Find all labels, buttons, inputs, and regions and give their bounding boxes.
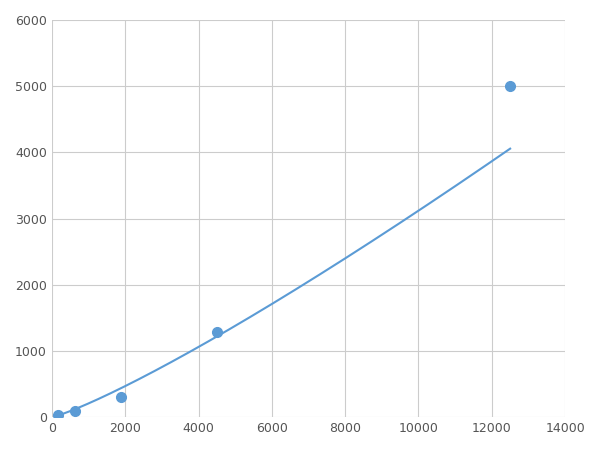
Point [212,329,221,336]
Point [116,393,125,400]
Point [53,412,62,419]
Point [505,83,515,90]
Point [70,407,80,414]
